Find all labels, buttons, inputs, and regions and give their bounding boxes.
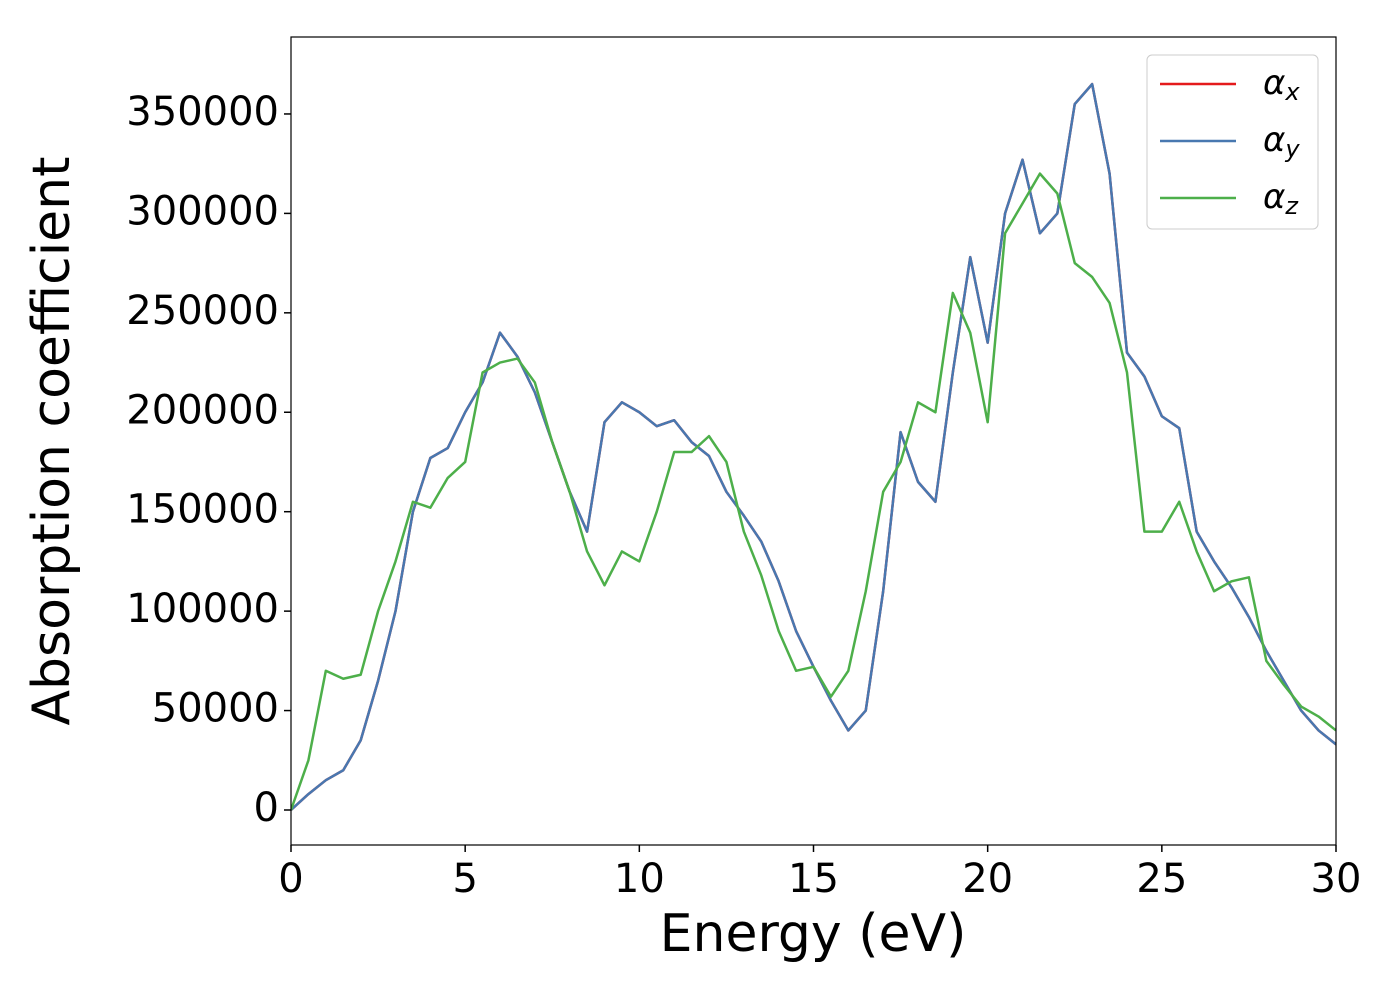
legend-label: αy bbox=[1263, 120, 1300, 164]
y-tick-label: 200000 bbox=[126, 387, 279, 433]
series-line bbox=[291, 172, 1336, 811]
y-tick-label: 350000 bbox=[126, 89, 279, 135]
plot-area bbox=[291, 82, 1336, 811]
x-tick-label: 10 bbox=[614, 856, 665, 902]
x-tick-label: 20 bbox=[962, 856, 1013, 902]
axes-frame bbox=[290, 36, 1337, 846]
y-tick-label: 50000 bbox=[152, 686, 279, 732]
legend-label: αx bbox=[1263, 63, 1300, 107]
y-tick-label: 0 bbox=[254, 785, 279, 831]
x-tick-label: 15 bbox=[788, 856, 839, 902]
x-tick-label: 25 bbox=[1136, 856, 1187, 902]
x-tick-label: 30 bbox=[1311, 856, 1362, 902]
y-axis-label: Absorption coefficient bbox=[22, 156, 82, 725]
legend-label: αz bbox=[1263, 177, 1299, 221]
x-tick-label: 5 bbox=[452, 856, 477, 902]
y-tick-label: 100000 bbox=[126, 586, 279, 632]
x-axis-label: Energy (eV) bbox=[660, 904, 967, 964]
y-tick-label: 250000 bbox=[126, 288, 279, 334]
y-tick-label: 150000 bbox=[126, 487, 279, 533]
x-tick-label: 0 bbox=[278, 856, 303, 902]
y-tick-label: 300000 bbox=[126, 188, 279, 234]
